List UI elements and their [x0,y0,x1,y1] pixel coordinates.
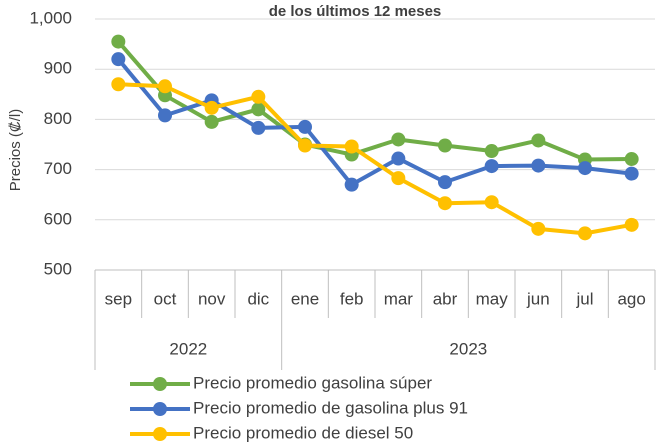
marker [484,159,499,174]
marker [484,195,499,210]
chart-title: de los últimos 12 meses [269,3,442,20]
x-tick-label: nov [198,289,226,308]
y-tick-label: 900 [44,59,72,78]
marker [111,34,126,49]
marker [624,152,639,167]
marker [251,89,266,104]
legend-marker [153,402,167,416]
legend-label: Precio promedio de gasolina plus 91 [193,398,468,417]
marker [531,158,546,173]
marker [298,119,312,134]
marker [204,114,219,129]
x-tick-label: jun [526,289,550,308]
y-axis-label: Precios (₡/l) [7,109,24,192]
marker [391,171,406,186]
marker [344,177,359,192]
group-label: 2023 [449,339,487,358]
series-line [118,82,633,236]
marker [438,175,452,190]
marker [158,108,172,123]
legend-marker [153,377,167,391]
marker [624,217,639,232]
y-tick-label: 500 [44,259,72,278]
x-tick-label: sep [105,289,132,308]
x-tick-label: may [476,289,509,308]
marker [484,144,499,159]
marker [391,151,406,166]
legend-marker [153,427,167,441]
marker [344,139,359,154]
x-tick-label: oct [154,289,177,308]
marker [391,132,406,147]
marker [531,133,546,148]
marker [438,138,452,153]
series-line [116,57,632,187]
x-tick-label: abr [433,289,458,308]
y-tick-label: 1,000 [29,8,72,27]
series-line [116,40,632,162]
marker [438,196,452,211]
legend-label: Precio promedio gasolina súper [193,373,432,392]
x-tick-label: jul [575,289,593,308]
marker [111,77,126,92]
x-tick-label: ago [617,289,645,308]
x-tick-label: ene [291,289,319,308]
marker [251,102,266,117]
marker [578,226,592,241]
group-label: 2022 [169,339,207,358]
x-tick-label: mar [384,289,414,308]
marker [251,120,266,135]
y-tick-label: 600 [44,209,72,228]
x-tick-label: dic [247,289,269,308]
x-tick-label: feb [340,289,364,308]
marker [298,138,312,153]
legend-label: Precio promedio de diesel 50 [193,423,413,442]
y-tick-label: 700 [44,159,72,178]
marker [204,100,219,115]
marker [158,79,172,94]
marker [578,161,592,176]
marker [624,166,639,181]
marker [531,221,546,236]
marker [111,52,126,67]
y-tick-label: 800 [44,109,72,128]
